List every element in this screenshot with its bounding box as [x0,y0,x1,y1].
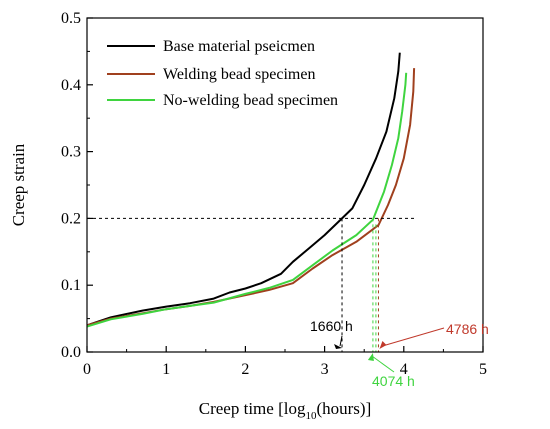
annotation-label-0: 1660 h [310,318,353,334]
y-tick-label-5: 0.5 [61,10,81,27]
x-axis-label-main: Creep time [log [199,399,306,418]
x-tick-label-1: 1 [162,361,170,378]
x-tick-label-4: 4 [400,361,408,378]
legend: Base material pseicmen Welding bead speci… [107,38,338,109]
series-layer [86,52,416,328]
y-tick-label-1: 0.1 [61,277,81,294]
annotation-arrowhead-0 [334,344,343,349]
x-axis-label-tail: (hours)] [316,399,371,418]
x-axis-label-subscript: 10 [305,410,317,422]
annotations: 1660 h 4074 h 4786 h [310,318,489,389]
annotation-label-1: 4074 h [372,373,415,389]
x-tick-label-2: 2 [241,361,249,378]
x-tick-label-5: 5 [479,361,487,378]
series-line-0 [86,52,401,327]
y-tick-label-0: 0.0 [61,344,81,361]
annotation-arrow-2 [382,327,445,347]
legend-label-2: No-welding bead specimen [163,92,338,109]
annotation-arrow-0 [339,335,343,347]
annotation-arrowhead-2 [379,341,387,349]
axis-ticks: 0 1 2 3 4 5 0.0 0.1 0.2 0.3 0.4 0.5 [61,10,487,378]
annotation-arrow-1 [371,355,395,373]
annotation-arrowhead-1 [367,353,374,361]
y-tick-label-3: 0.3 [61,144,81,161]
legend-label-1: Welding bead specimen [163,66,315,83]
x-tick-label-0: 0 [83,361,91,378]
annotation-label-2: 4786 h [446,321,489,337]
y-tick-label-2: 0.2 [61,210,81,227]
legend-label-0: Base material pseicmen [163,38,315,55]
reference-line-layer [87,217,416,352]
series-line-2 [86,72,408,328]
y-axis-label: Creep strain [9,143,28,226]
x-axis-label: Creep time [log10(hours)] [199,399,371,422]
y-tick-label-4: 0.4 [61,77,81,94]
x-tick-label-3: 3 [321,361,329,378]
